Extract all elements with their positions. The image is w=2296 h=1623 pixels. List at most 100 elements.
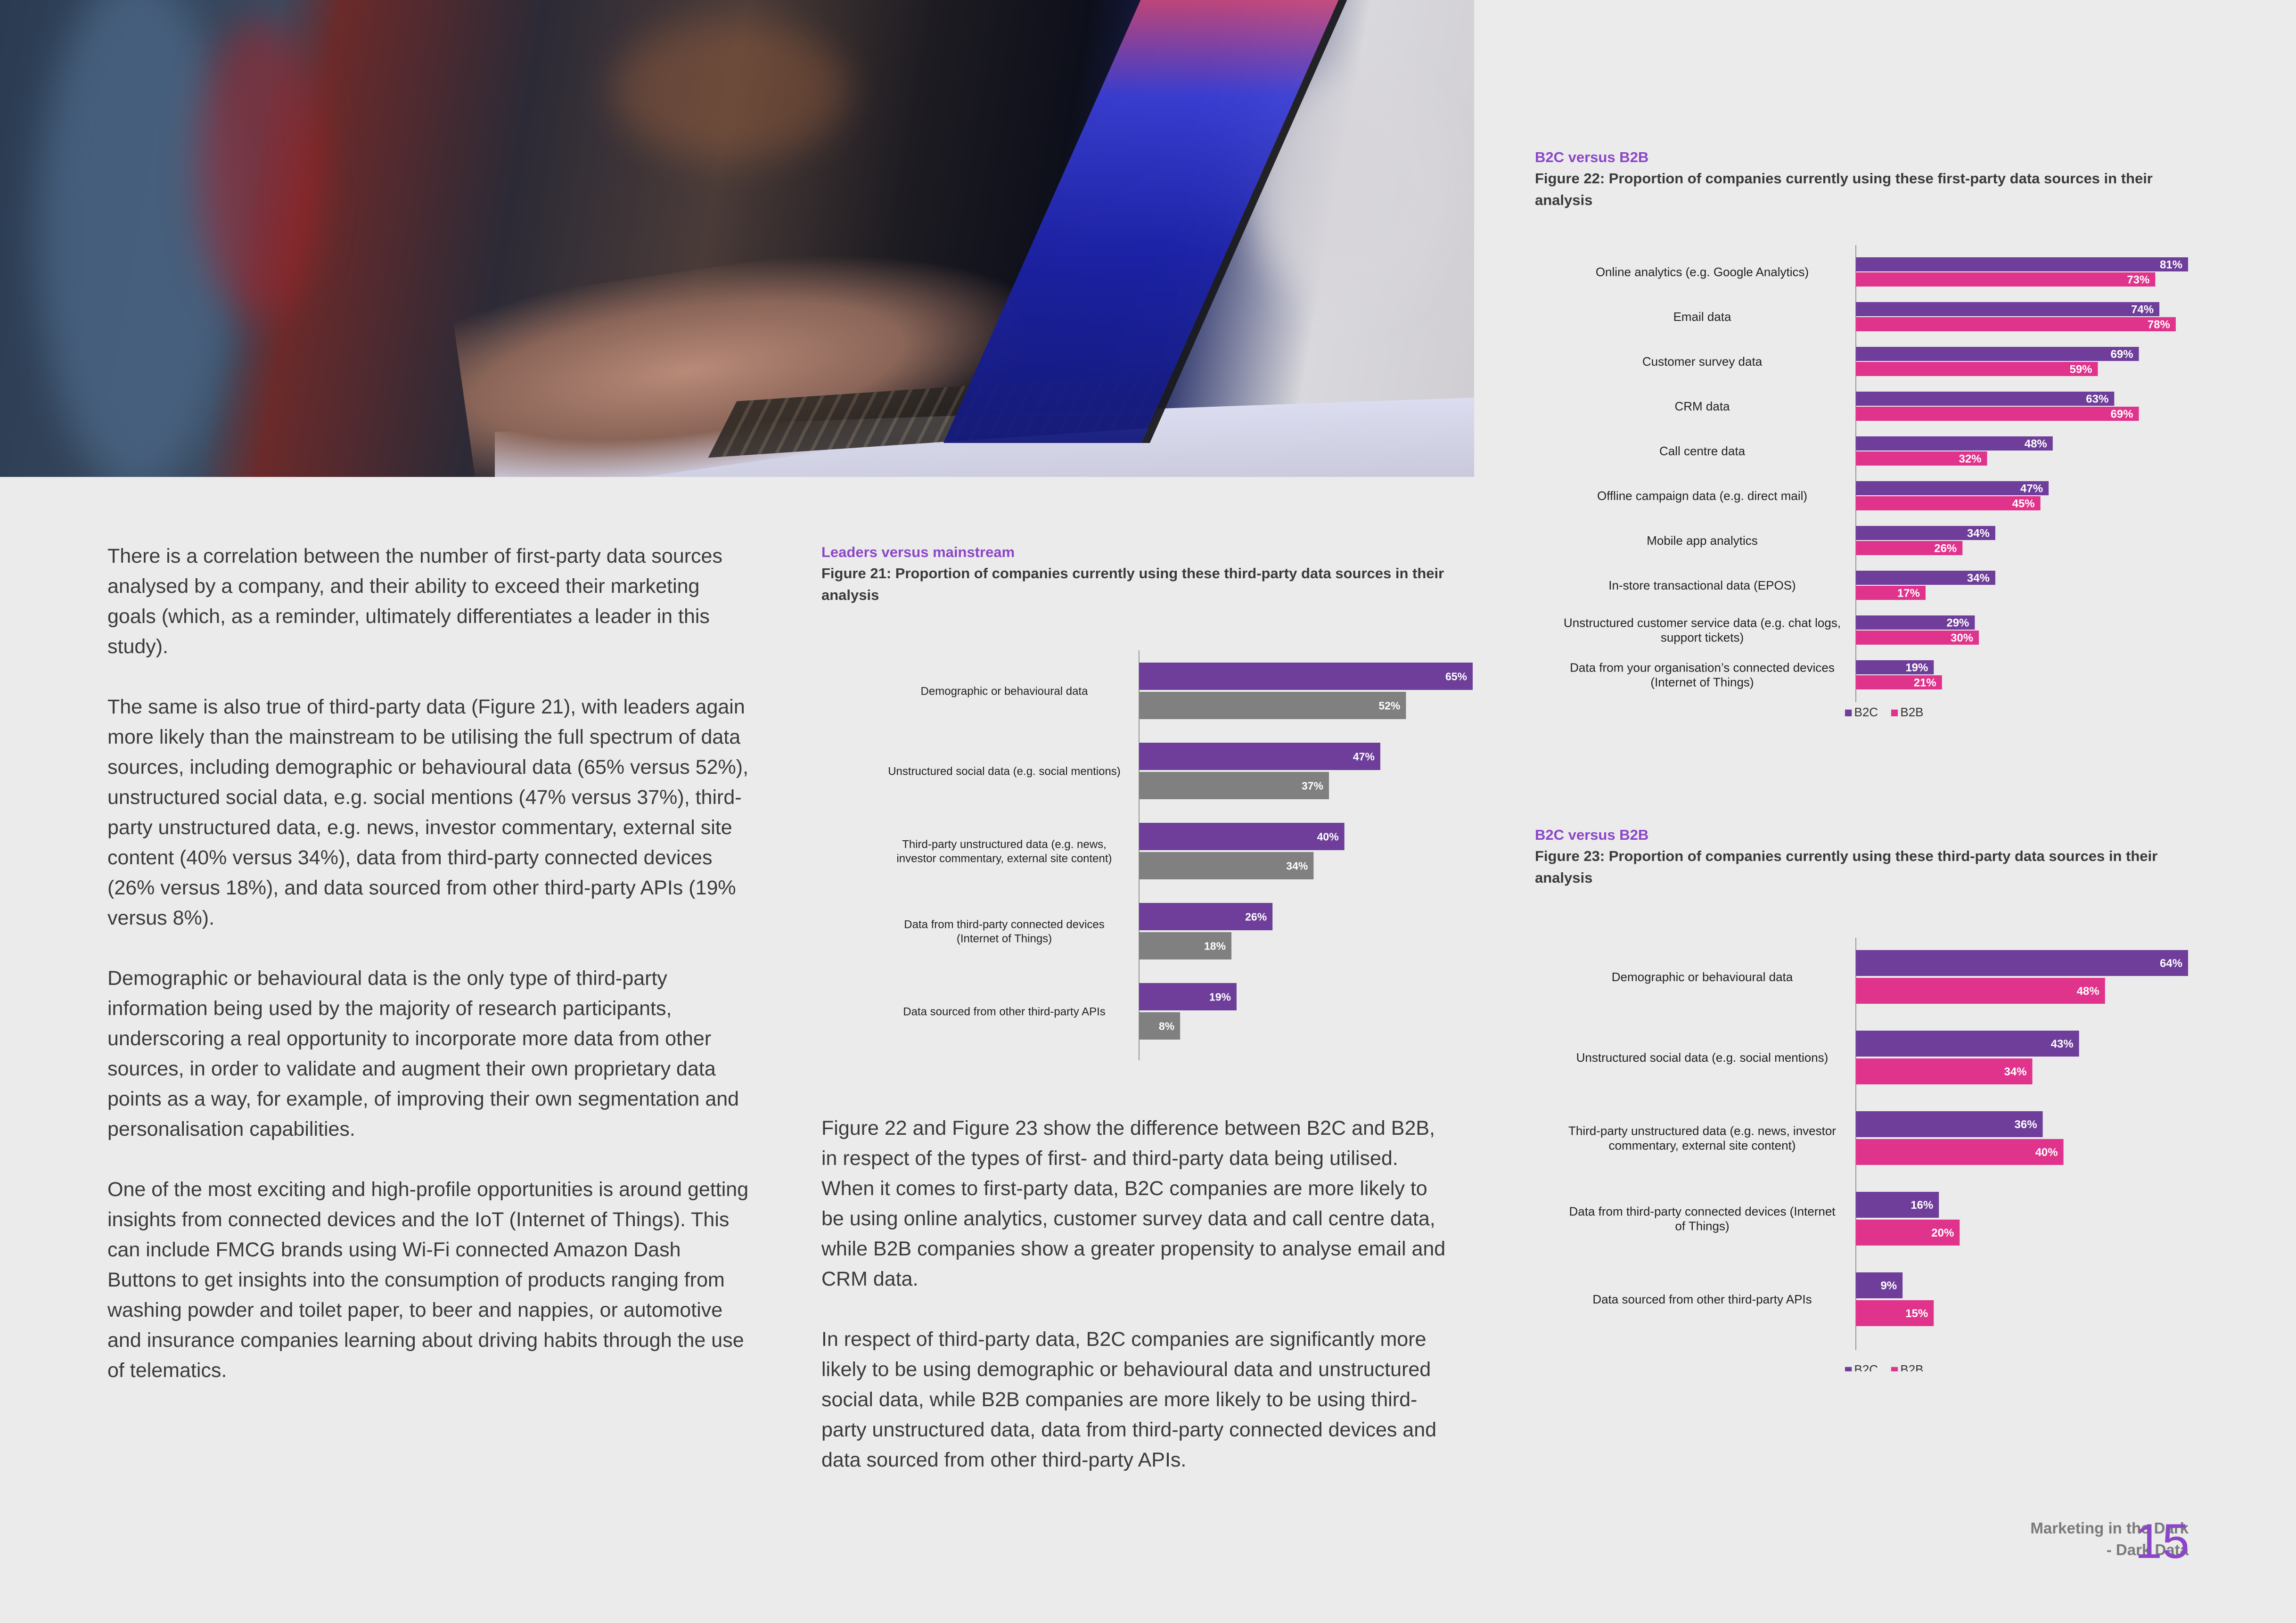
bar-value-label: 48%	[2025, 438, 2047, 451]
bar-value-label: 20%	[1931, 1227, 1954, 1239]
bar-b2b	[1856, 541, 1963, 555]
bar-b2c	[1856, 481, 2049, 495]
category-label-line: Demographic or behavioural data	[921, 685, 1089, 697]
bar-mainstream	[1139, 772, 1329, 799]
bar-value-label: 43%	[2051, 1038, 2074, 1050]
fig21-header: Leaders versus mainstream Figure 21: Pro…	[821, 542, 1472, 606]
bar-value-label: 47%	[2020, 483, 2043, 495]
category-label-line: Online analytics (e.g. Google Analytics)	[1596, 265, 1809, 279]
category-label: Online analytics (e.g. Google Analytics)	[1596, 265, 1809, 279]
bar-value-label: 52%	[1378, 699, 1400, 712]
bar-value-label: 48%	[2077, 985, 2099, 998]
category-label: Third-party unstructured data (e.g. news…	[1568, 1124, 1836, 1153]
bar-value-label: 40%	[2035, 1146, 2058, 1159]
category-label-line: CRM data	[1674, 399, 1730, 413]
fig21-title: Figure 21: Proportion of companies curre…	[821, 565, 1444, 603]
bar-b2c	[1856, 347, 2139, 361]
category-label: Data sourced from other third-party APIs	[1592, 1292, 1812, 1306]
bar-value-label: 8%	[1159, 1020, 1174, 1032]
bar-b2b	[1856, 1300, 1934, 1326]
category-label-line: In-store transactional data (EPOS)	[1608, 578, 1796, 592]
legend-swatch	[1891, 1367, 1898, 1371]
fig22-title: Figure 22: Proportion of companies curre…	[1535, 170, 2153, 208]
bar-b2b	[1856, 978, 2105, 1004]
bar-b2b	[1856, 675, 1942, 689]
bar-b2b	[1856, 1139, 2064, 1165]
category-label: Unstructured customer service data (e.g.…	[1564, 616, 1841, 645]
category-label-line: Data from third-party connected devices	[904, 918, 1105, 931]
legend-swatch	[1845, 709, 1852, 716]
bar-mainstream	[1139, 932, 1232, 959]
legend-label: B2B	[1900, 705, 1923, 719]
bar-b2b	[1856, 407, 2139, 421]
bar-b2b	[1856, 1220, 1960, 1246]
bar-mainstream	[1139, 852, 1314, 879]
legend-label: B2C	[1854, 1362, 1878, 1371]
bar-value-label: 34%	[1967, 527, 1990, 540]
mid-paragraph: In respect of third-party data, B2C comp…	[821, 1328, 1437, 1471]
category-label-line: Mobile app analytics	[1647, 533, 1758, 548]
bar-value-label: 37%	[1302, 779, 1323, 792]
bar-b2c	[1856, 1031, 2079, 1057]
bar-value-label: 36%	[2015, 1118, 2037, 1131]
bar-b2c	[1856, 526, 1995, 540]
bar-value-label: 16%	[1911, 1199, 1933, 1212]
header-photo	[0, 0, 1474, 477]
bar-mainstream	[1139, 692, 1406, 719]
category-label: Unstructured social data (e.g. social me…	[888, 765, 1121, 778]
fig23-title: Figure 23: Proportion of companies curre…	[1535, 848, 2158, 886]
bar-value-label: 47%	[1353, 750, 1375, 762]
category-label-line: Customer survey data	[1642, 354, 1763, 369]
category-label-line: Third-party unstructured data (e.g. news…	[1568, 1124, 1836, 1138]
bar-value-label: 15%	[1905, 1307, 1928, 1320]
bar-b2c	[1856, 950, 2188, 976]
footer-title-line2: - Dark Data	[2106, 1541, 2189, 1558]
bar-mainstream	[1139, 1012, 1181, 1040]
category-label-line: investor commentary, external site conte…	[896, 852, 1112, 865]
category-label: Third-party unstructured data (e.g. news…	[896, 838, 1112, 865]
bar-b2c	[1856, 615, 1975, 630]
bar-b2b	[1856, 451, 1987, 466]
bar-value-label: 40%	[1317, 830, 1339, 843]
page-number: 15	[2135, 1514, 2189, 1569]
bar-value-label: 19%	[1209, 991, 1231, 1003]
bar-value-label: 65%	[1445, 670, 1467, 682]
mid-paragraph: Figure 22 and Figure 23 show the differe…	[821, 1117, 1446, 1290]
bar-b2c	[1856, 1192, 1939, 1218]
legend-label: B2C	[1854, 705, 1878, 719]
category-label-line: Data from third-party connected devices …	[1569, 1205, 1836, 1219]
bar-value-label: 45%	[2012, 498, 2035, 510]
category-label: Email data	[1673, 310, 1731, 324]
fig23-header: B2C versus B2B Figure 23: Proportion of …	[1535, 825, 2195, 889]
bar-value-label: 30%	[1951, 632, 1973, 645]
bar-value-label: 9%	[1880, 1279, 1897, 1292]
category-label-line: Data sourced from other third-party APIs	[1592, 1292, 1812, 1306]
bar-value-label: 59%	[2069, 363, 2092, 376]
fig22-subtitle: B2C versus B2B	[1535, 149, 1649, 165]
body-paragraph: There is a correlation between the numbe…	[107, 545, 722, 658]
category-label: Call centre data	[1659, 444, 1746, 458]
category-label-line: Unstructured social data (e.g. social me…	[888, 765, 1121, 778]
category-label: Data from your organisation’s connected …	[1570, 661, 1835, 689]
bar-b2b	[1856, 586, 1926, 600]
bar-b2b	[1856, 496, 2041, 510]
bar-value-label: 26%	[1245, 910, 1267, 923]
category-label-line: Demographic or behavioural data	[1612, 970, 1793, 984]
bar-b2c	[1856, 1111, 2043, 1137]
bar-value-label: 64%	[2160, 957, 2182, 970]
category-label: Unstructured social data (e.g. social me…	[1576, 1050, 1829, 1065]
bar-leaders	[1139, 743, 1380, 770]
bar-value-label: 17%	[1897, 587, 1920, 600]
bar-value-label: 21%	[1914, 677, 1936, 689]
legend-label: Mainstream	[1173, 1088, 1231, 1089]
category-label-line: (Internet of Things)	[957, 932, 1052, 945]
fig22-chart: Online analytics (e.g. Google Analytics)…	[1564, 245, 2188, 719]
bar-leaders	[1139, 823, 1345, 850]
category-label: Customer survey data	[1642, 354, 1763, 369]
footer-title-line1: Marketing in the Dark	[2030, 1519, 2189, 1537]
bar-value-label: 63%	[2086, 393, 2108, 406]
bar-value-label: 81%	[2160, 259, 2182, 271]
bar-b2c	[1856, 392, 2115, 406]
bar-leaders	[1139, 903, 1273, 930]
fig23-chart: Demographic or behavioural data 64% 48% Uns…	[1568, 938, 2188, 1371]
